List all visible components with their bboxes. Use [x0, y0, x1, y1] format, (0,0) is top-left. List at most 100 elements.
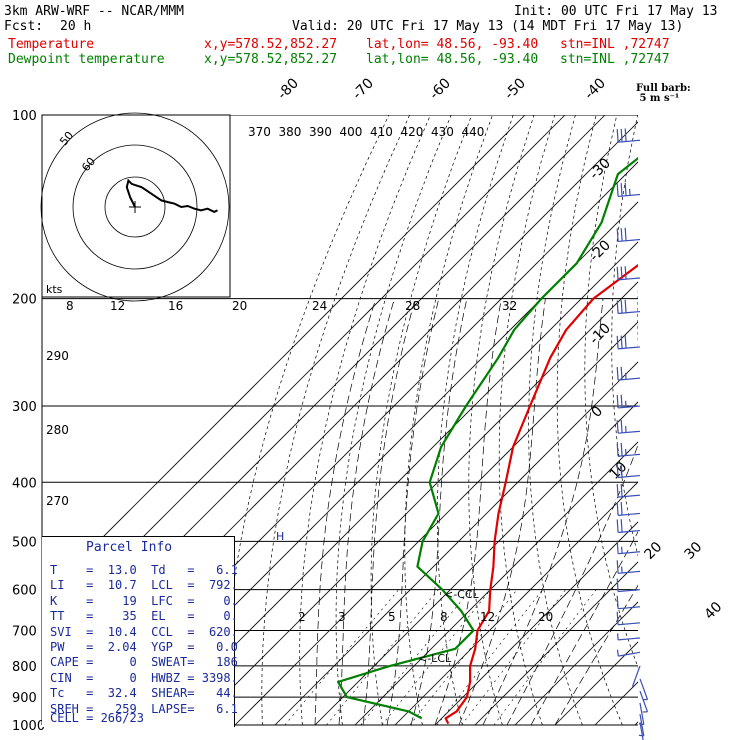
- mixing-ratio-label: 3: [338, 610, 346, 624]
- isotherm-line: [154, 241, 638, 725]
- isotherm-label: 20: [642, 539, 666, 563]
- isotherm-line: [274, 361, 638, 725]
- isotherm-line: [514, 601, 638, 725]
- wind-barb: [616, 335, 641, 350]
- cell-motion: CELL = 266/23: [50, 711, 144, 725]
- wind-barb-staff: [618, 637, 641, 641]
- moist-adiabat: [554, 584, 638, 725]
- isotherm-line: [314, 401, 638, 725]
- moist-adiabat: [314, 298, 377, 725]
- wind-barb-staff: [618, 474, 641, 479]
- hodograph-trace: [125, 178, 218, 214]
- theta-label: 400: [340, 125, 363, 139]
- wind-barb-feather: [616, 502, 619, 516]
- init-time: Init: 00 UTC Fri 17 May 13: [514, 4, 718, 19]
- wind-barb-staff: [618, 193, 641, 198]
- pressure-label: 700: [12, 625, 37, 640]
- lcl-marker: <-LCL: [418, 652, 452, 665]
- isotherm-line: [42, 115, 526, 599]
- hodo-speed-label: 12: [110, 299, 125, 313]
- mixing-ratio-line: [381, 589, 491, 725]
- dry-adiabat: [404, 115, 493, 725]
- dry-adiabat: [370, 115, 473, 725]
- wind-barb: [616, 464, 641, 479]
- wind-barb-feather: [620, 519, 623, 533]
- pressure-label: 100: [12, 109, 37, 124]
- temperature-latlon: lat,lon= 48.56, -93.40: [366, 37, 539, 52]
- theta-label: 410: [370, 125, 393, 139]
- wind-barb: [616, 227, 641, 243]
- wind-barb: [616, 540, 641, 555]
- pressure-label: 800: [12, 660, 37, 675]
- wind-barb-feather: [616, 519, 619, 533]
- wind-barb-feather: [624, 299, 627, 313]
- theta-label: 430: [431, 125, 454, 139]
- mixing-ratio-label: 5: [388, 610, 396, 624]
- wind-barb-staff: [618, 430, 641, 434]
- wind-barb-staff: [618, 139, 641, 143]
- wind-barb-staff: [618, 570, 641, 574]
- wind-barb-staff: [639, 702, 645, 725]
- wind-barb-staff: [618, 494, 641, 498]
- parcel-info-row: TT = 35 EL = 0.: [50, 609, 238, 624]
- wind-barb: [616, 394, 641, 409]
- hodo-speed-label: 16: [168, 299, 183, 313]
- wind-barb-feather: [620, 419, 623, 433]
- parcel-info-row: T = 13.0 Td = 6.1: [50, 563, 238, 577]
- wind-barb-staff: [618, 453, 641, 457]
- hodograph-ring: [104, 176, 166, 238]
- theta-label: 390: [309, 125, 332, 139]
- wind-barb-feather: [616, 183, 619, 197]
- parcel-info-row: K = 19 LFC = 0.: [50, 593, 238, 608]
- wind-barb-feather: [620, 266, 623, 280]
- wind-barb-staff: [639, 690, 649, 713]
- wind-barb-feather: [616, 367, 619, 381]
- mixing-ratio-line: [284, 589, 399, 725]
- wind-barb: [617, 633, 641, 641]
- dry-adiabat: [712, 115, 740, 725]
- wind-barb-staff: [618, 606, 641, 610]
- theta-left-label: 270: [46, 494, 69, 508]
- wind-barb-staff: [618, 238, 641, 243]
- wind-barb-feather: [616, 560, 619, 574]
- fcst-value: 20 h: [60, 19, 92, 34]
- wind-barb: [616, 299, 641, 315]
- dry-adiabat: [261, 115, 410, 725]
- wind-barb-feather: [620, 183, 623, 197]
- pressure-label: 900: [12, 691, 37, 706]
- parcel-info-row: LI = 10.7 LCL = 792.: [50, 578, 238, 593]
- parcel-info-row: CAPE = 0 SWEAT= 186: [50, 655, 238, 670]
- hodograph-marker: H: [276, 530, 284, 543]
- hodograph-ring: [72, 144, 198, 270]
- dry-adiabat: [222, 115, 390, 725]
- wind-barb-staff: [618, 622, 641, 626]
- wind-barb: [616, 611, 641, 626]
- wind-barb-half-feather: [616, 649, 619, 657]
- wind-barb: [616, 578, 641, 593]
- isotherm-label: -70: [350, 75, 377, 102]
- wind-barb-feather: [620, 228, 623, 242]
- wind-barb-feather: [620, 394, 623, 408]
- wind-barb: [616, 483, 641, 498]
- hodograph-ring: [40, 112, 230, 302]
- hodo-speed-label: 28: [405, 299, 420, 313]
- wind-barb-feather: [624, 227, 627, 241]
- parcel-info-row: Tc = 32.4 SHEAR= 44.: [50, 686, 238, 701]
- temperature-legend-label: Temperature: [8, 37, 95, 52]
- dewpoint-xy: x,y=578.52,852.27: [204, 52, 338, 67]
- theta-left-label: 280: [46, 423, 69, 437]
- isotherm-line: [554, 641, 638, 725]
- wind-barb-staff: [618, 377, 641, 381]
- mixing-ratio-label: 20: [538, 610, 553, 624]
- wind-barb-feather: [616, 420, 619, 434]
- theta-label: 370: [248, 125, 271, 139]
- wind-barb: [616, 442, 641, 457]
- wind-barb-feather: [624, 335, 627, 349]
- theta-label: 380: [279, 125, 302, 139]
- wind-barb-feather: [616, 540, 619, 554]
- wind-barb: [616, 560, 641, 574]
- pressure-label: 300: [12, 400, 37, 415]
- dry-adiabat: [299, 115, 431, 725]
- wind-barb: [639, 722, 644, 740]
